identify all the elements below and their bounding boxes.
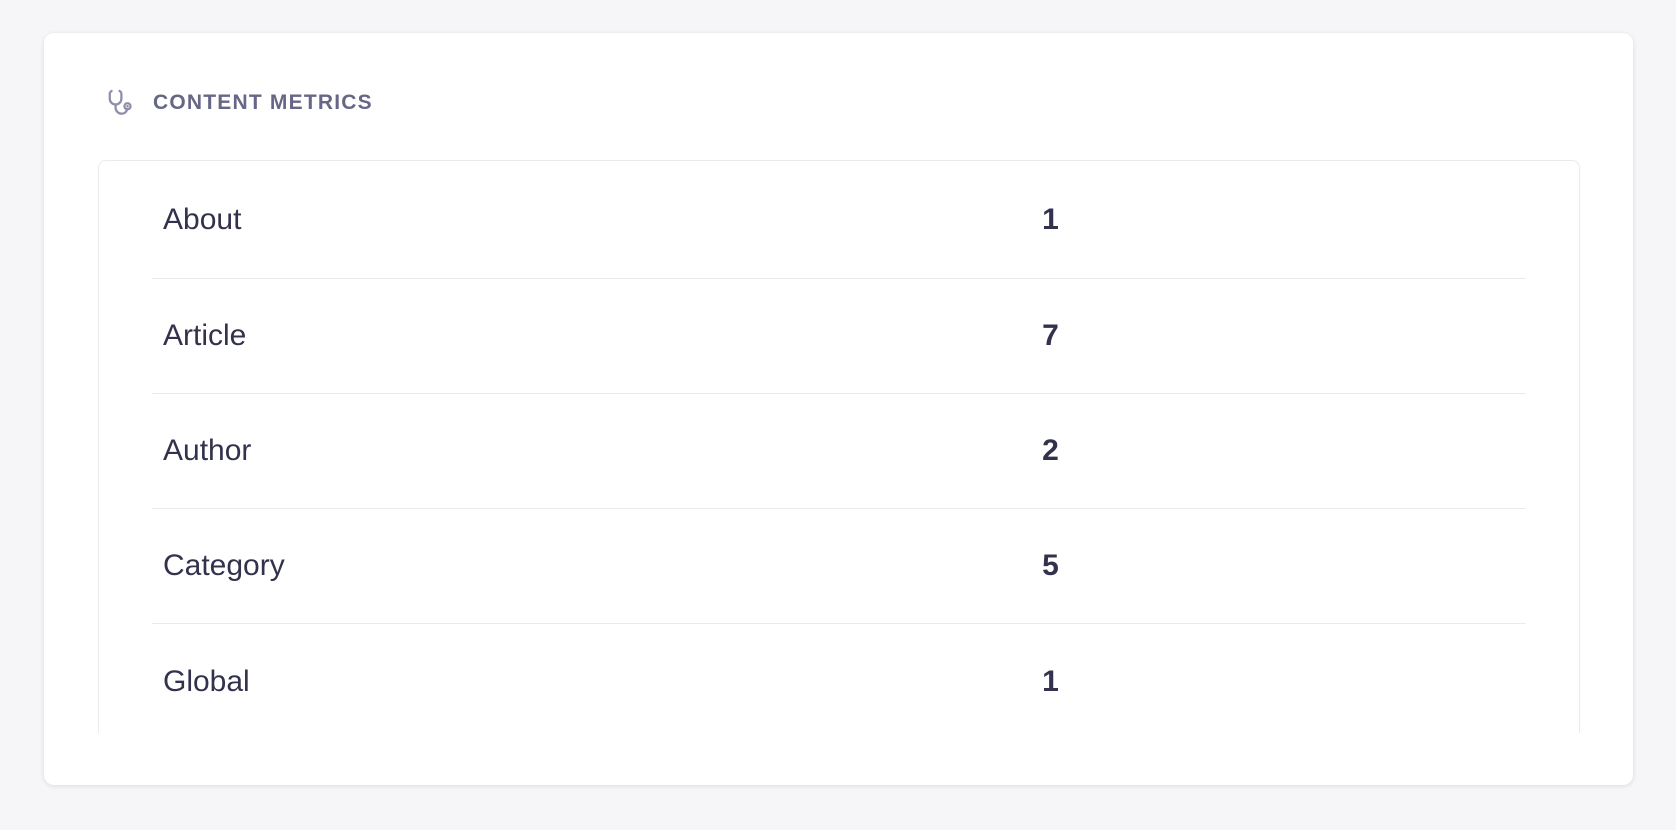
metric-count: 5 bbox=[1042, 549, 1059, 582]
metric-label: Author bbox=[163, 434, 252, 467]
table-row-article: Article 7 bbox=[152, 279, 1526, 394]
content-metrics-widget: CONTENT METRICS About 1 Article 7 Author… bbox=[44, 33, 1633, 785]
metric-count: 7 bbox=[1042, 319, 1059, 352]
table-row-about: About 1 bbox=[152, 161, 1526, 279]
widget-header: CONTENT METRICS bbox=[100, 86, 373, 120]
metric-count: 1 bbox=[1042, 202, 1059, 236]
metrics-table: About 1 Article 7 Author 2 Category 5 Gl… bbox=[98, 160, 1580, 733]
stethoscope-icon bbox=[100, 86, 134, 120]
metric-count: 1 bbox=[1042, 664, 1059, 698]
table-row-category: Category 5 bbox=[152, 509, 1526, 624]
metric-label: Category bbox=[163, 549, 285, 582]
table-row-global: Global 1 bbox=[152, 624, 1526, 733]
metric-count: 2 bbox=[1042, 434, 1059, 467]
table-row-author: Author 2 bbox=[152, 394, 1526, 509]
metric-label: Global bbox=[163, 664, 250, 698]
metric-label: Article bbox=[163, 319, 247, 352]
metric-label: About bbox=[163, 202, 242, 236]
widget-title: CONTENT METRICS bbox=[153, 91, 373, 114]
